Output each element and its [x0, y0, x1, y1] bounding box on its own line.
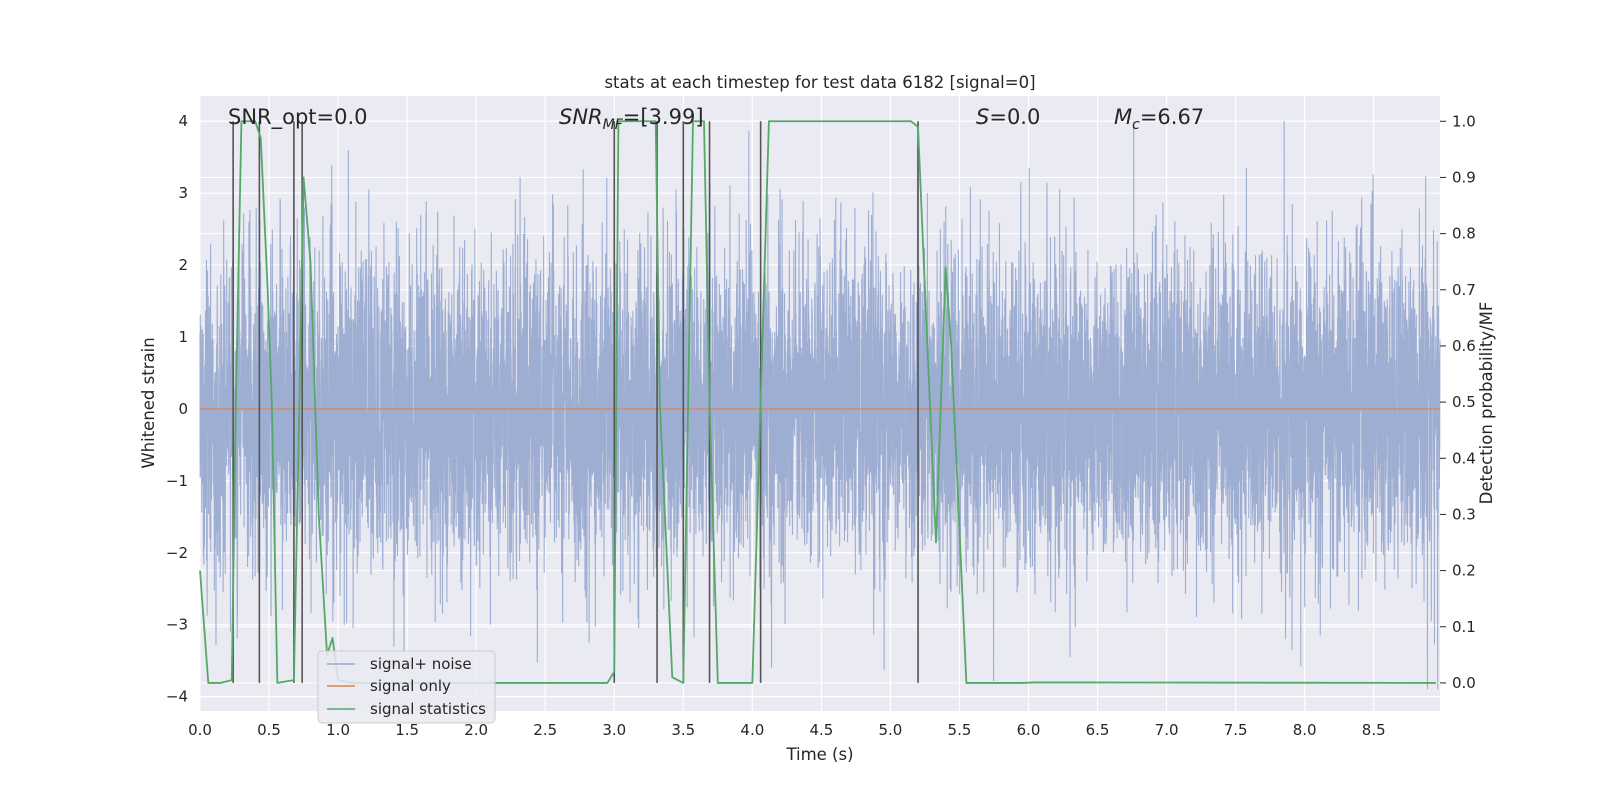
snr-mf-sub: MF — [603, 117, 624, 133]
y2-axis-label: Detection probability/MF — [1477, 302, 1496, 505]
x-tick-label: 8.0 — [1293, 721, 1317, 739]
x-axis-label: Time (s) — [785, 745, 853, 764]
y2-tick-label: 0.3 — [1452, 505, 1476, 523]
s-annotation: S=0.0 — [976, 105, 1040, 129]
y-tick-label: 1 — [178, 328, 188, 346]
legend-box — [317, 650, 496, 724]
x-tick-label: 6.5 — [1086, 721, 1110, 739]
x-tick-label: 4.5 — [809, 721, 833, 739]
mc-sub: c — [1132, 117, 1140, 133]
y2-tick-label: 0.5 — [1452, 393, 1476, 411]
x-tick-label: 5.0 — [878, 721, 902, 739]
x-tick-label: 4.0 — [740, 721, 764, 739]
y-tick-label: 4 — [178, 112, 188, 130]
y-tick-label: −3 — [166, 616, 188, 634]
x-tick-label: 3.5 — [671, 721, 695, 739]
legend: signal+ noise signal only signal statist… — [317, 650, 496, 724]
y-tick-label: 2 — [178, 256, 188, 274]
x-tick-label: 5.5 — [948, 721, 972, 739]
x-tick-label: 0.5 — [257, 721, 281, 739]
x-tick-label: 2.0 — [464, 721, 488, 739]
legend-label-signal: signal only — [370, 677, 451, 695]
snr-mf-annotation: SNRMF=[3.99] — [559, 105, 704, 133]
y2-tick-label: 0.7 — [1452, 281, 1476, 299]
y-tick-label: 3 — [178, 184, 188, 202]
y2-tick-label: 0.4 — [1452, 449, 1476, 467]
x-tick-label: 6.0 — [1017, 721, 1041, 739]
annotations: SNR_opt=0.0 SNRMF=[3.99] S=0.0 Mc=6.67 — [228, 105, 1204, 133]
x-tick-label: 8.5 — [1362, 721, 1386, 739]
x-tick-label: 7.0 — [1155, 721, 1179, 739]
stats-line — [199, 120, 1436, 684]
legend-label-stats: signal statistics — [370, 700, 486, 718]
y2-tick-label: 0.2 — [1452, 562, 1476, 580]
y-tick-label: 0 — [178, 400, 188, 418]
y-axis-ticks: 4 3 2 1 0 −1 −2 −3 −4 — [166, 112, 188, 705]
chart-title: stats at each timestep for test data 618… — [604, 73, 1035, 92]
y2-axis-ticks: 1.0 0.9 0.8 0.7 0.6 0.5 0.4 0.3 0.2 0.1 0.0 — [1440, 112, 1476, 692]
y-tick-label: −2 — [166, 544, 188, 562]
signal-statistics-series — [199, 120, 1436, 684]
mc-value: =6.67 — [1140, 105, 1204, 129]
noise-line — [199, 121, 1441, 690]
signal-noise-series — [199, 121, 1441, 690]
x-tick-label: 7.5 — [1224, 721, 1248, 739]
y2-tick-label: 0.8 — [1452, 225, 1476, 243]
y2-tick-label: 0.6 — [1452, 337, 1476, 355]
y-tick-label: −4 — [166, 688, 188, 706]
y2-tick-label: 0.9 — [1452, 168, 1476, 186]
y2-tick-label: 1.0 — [1452, 112, 1476, 130]
x-tick-label: 1.5 — [395, 721, 419, 739]
y-tick-label: −1 — [166, 472, 188, 490]
x-tick-label: 1.0 — [326, 721, 350, 739]
mc-annotation: Mc=6.67 — [1114, 105, 1204, 133]
x-axis-ticks: 0.0 0.5 1.0 1.5 2.0 2.5 3.0 3.5 4.0 4.5 5.0 5.5 6.0 6… — [188, 721, 1386, 739]
mc-main: M — [1114, 105, 1132, 129]
y2-tick-label: 0.0 — [1452, 674, 1476, 692]
y2-tick-label: 0.1 — [1452, 618, 1476, 636]
x-tick-label: 2.5 — [533, 721, 557, 739]
x-tick-label: 0.0 — [188, 721, 212, 739]
snr-mf-main: SNR — [559, 105, 603, 129]
s-main: S — [976, 105, 989, 129]
snr-mf-value: =[3.99] — [623, 105, 704, 129]
snr-opt-annotation: SNR_opt=0.0 — [228, 105, 368, 130]
x-tick-label: 3.0 — [602, 721, 626, 739]
legend-label-noise: signal+ noise — [370, 655, 472, 673]
s-value: =0.0 — [989, 105, 1040, 129]
y-axis-label: Whitened strain — [139, 337, 158, 468]
